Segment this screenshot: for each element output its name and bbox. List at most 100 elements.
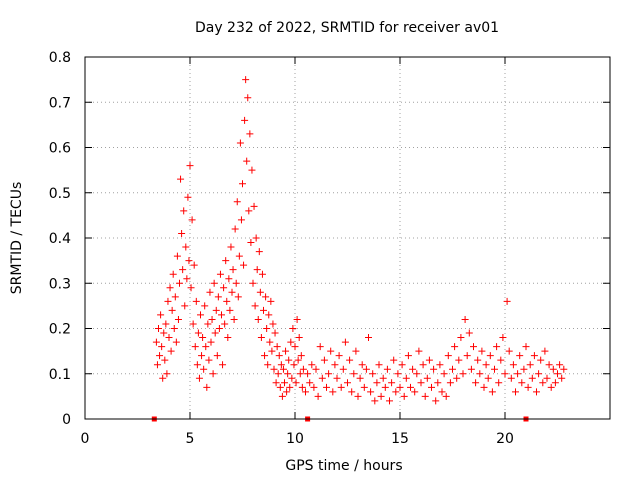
data-point <box>478 347 486 355</box>
data-point <box>543 374 551 382</box>
data-point <box>253 266 261 274</box>
data-point <box>425 356 433 364</box>
data-point <box>187 284 195 292</box>
data-point <box>155 325 162 332</box>
data-point <box>293 315 301 323</box>
y-tick-label: 0.6 <box>49 141 71 157</box>
data-point <box>356 374 364 382</box>
data-point <box>423 374 431 382</box>
data-point <box>255 248 263 256</box>
data-point <box>164 297 172 305</box>
data-point <box>522 343 530 351</box>
data-point <box>193 361 201 369</box>
data-point <box>257 334 265 342</box>
data-point <box>312 365 320 373</box>
data-point <box>327 347 335 355</box>
data-point <box>272 379 280 387</box>
data-point <box>524 383 532 391</box>
data-point <box>396 383 404 391</box>
data-point <box>459 370 467 378</box>
data-point <box>169 270 177 278</box>
y-axis-label: SRMTID / TECUs <box>9 182 25 295</box>
data-point <box>173 252 181 260</box>
data-point <box>362 365 370 373</box>
data-point <box>285 356 293 364</box>
x-tick-label: 15 <box>391 431 409 447</box>
data-point <box>174 315 182 323</box>
data-point <box>518 379 526 387</box>
data-point <box>265 311 273 319</box>
data-point <box>306 379 314 387</box>
data-point <box>230 315 238 323</box>
data-point <box>261 352 269 360</box>
data-point <box>271 329 279 337</box>
data-point <box>545 361 553 369</box>
data-point <box>207 338 215 346</box>
data-point <box>223 297 231 305</box>
data-point <box>314 392 322 400</box>
data-point <box>371 397 379 405</box>
data-point <box>404 352 412 360</box>
data-point <box>491 365 498 373</box>
data-point <box>220 284 228 292</box>
data-point <box>233 198 241 206</box>
data-point <box>163 370 171 378</box>
data-point <box>541 347 549 355</box>
data-point <box>516 352 524 360</box>
data-point <box>254 315 262 323</box>
data-point <box>201 302 209 310</box>
data-point <box>191 343 199 351</box>
data-point <box>292 379 300 387</box>
data-point <box>388 379 396 387</box>
data-point <box>250 202 258 210</box>
data-point <box>499 334 507 342</box>
data-point <box>316 343 324 351</box>
data-point <box>381 383 389 391</box>
data-point <box>182 243 190 251</box>
data-point <box>299 365 307 373</box>
data-point <box>197 311 204 319</box>
data-point <box>297 352 305 360</box>
data-point <box>231 225 239 233</box>
data-point <box>556 361 564 369</box>
data-point <box>436 361 444 369</box>
data-point <box>526 361 534 369</box>
data-point <box>240 261 248 269</box>
data-point <box>419 361 427 369</box>
data-point <box>411 388 419 396</box>
data-point <box>493 343 501 351</box>
data-point <box>204 320 212 328</box>
data-point <box>284 370 292 378</box>
data-point <box>417 379 425 387</box>
data-point <box>323 383 330 391</box>
data-point <box>379 374 387 382</box>
data-point <box>520 365 528 373</box>
data-point <box>205 356 213 364</box>
data-point <box>335 352 343 360</box>
data-point <box>270 365 278 373</box>
data-point <box>413 370 421 378</box>
data-point <box>159 374 167 382</box>
data-point <box>158 343 166 351</box>
data-point <box>279 365 287 373</box>
data-point <box>497 356 505 364</box>
data-point <box>440 370 448 378</box>
data-point <box>216 270 224 278</box>
data-point <box>178 229 186 237</box>
data-point <box>242 76 250 84</box>
data-point <box>185 257 193 265</box>
x-tick-label: 10 <box>286 431 304 447</box>
data-point <box>190 261 198 269</box>
data-point <box>375 361 383 369</box>
data-point <box>263 325 271 332</box>
data-point <box>308 361 316 369</box>
data-point <box>421 392 429 400</box>
data-point <box>333 374 341 382</box>
data-point <box>461 315 469 323</box>
data-point <box>407 383 414 391</box>
data-point <box>183 275 191 283</box>
data-point <box>409 365 417 373</box>
data-point <box>512 388 519 396</box>
data-point <box>288 374 296 382</box>
